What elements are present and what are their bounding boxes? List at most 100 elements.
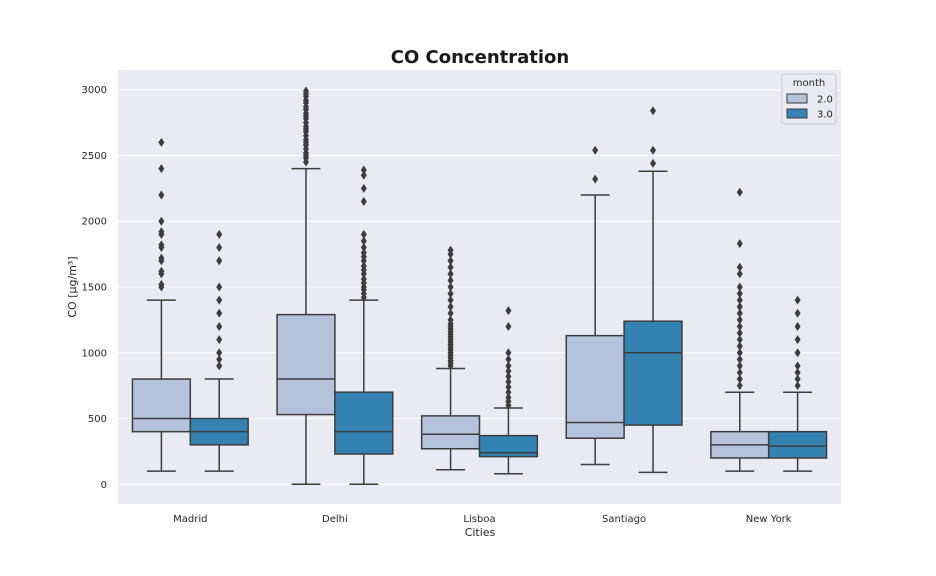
outlier-point [505,377,512,387]
outlier-point [505,371,512,381]
outlier-point [360,243,367,253]
x-tick-label: Santiago [602,514,646,525]
outlier-point [158,240,165,250]
outlier-point [360,197,367,207]
box [131,378,192,433]
outlier-point [360,170,367,180]
outlier-point [158,253,165,263]
outlier-point [794,381,801,391]
outlier-point [447,302,454,312]
outlier-point [736,361,743,371]
legend-entry: 3.0 [817,110,833,121]
y-tick-label: 3000 [82,85,107,96]
outlier-point [736,282,743,292]
box [565,334,625,439]
outlier-point [505,354,512,364]
outlier-point [794,374,801,384]
legend-swatch [786,108,808,119]
x-axis-label: Cities [465,526,496,539]
legend-title: month [793,78,825,89]
outlier-point [736,321,743,331]
outlier-point [736,367,743,377]
outlier-point [302,86,309,96]
legend-swatch [786,93,808,104]
outlier-point [447,282,454,292]
outlier-point [736,315,743,325]
outlier-point [216,295,223,305]
y-tick-label: 500 [88,414,107,425]
outlier-point [592,174,599,184]
outlier-point [158,190,165,200]
outlier-point [794,367,801,377]
outlier-point [158,216,165,226]
outlier-point [158,164,165,174]
box [276,313,336,416]
outlier-point [736,328,743,338]
y-tick-label: 0 [101,480,107,491]
outlier-point [447,269,454,279]
outlier-point [360,274,367,284]
outlier-point [736,308,743,318]
outlier-point [505,387,512,397]
outlier-point [216,243,223,253]
y-tick-label: 2000 [82,217,107,228]
outlier-point [505,321,512,331]
outlier-point [216,256,223,266]
outlier-point [360,183,367,193]
outlier-point [447,315,454,325]
box [623,320,683,426]
outlier-point [360,261,367,271]
outlier-point [447,262,454,272]
x-tick-label: Delhi [322,514,348,525]
outlier-point [447,308,454,318]
outlier-point [447,295,454,305]
outlier-point [736,269,743,279]
box [334,391,394,455]
x-tick-label: New York [746,514,792,525]
outlier-point [592,145,599,155]
outlier-point [650,106,657,116]
outlier-point [650,145,657,155]
chart-title: CO Concentration [391,47,569,68]
outlier-point [736,262,743,272]
outlier-point [216,348,223,358]
outlier-point [794,348,801,358]
outlier-point [216,308,223,318]
outlier-point [360,248,367,258]
outlier-point [736,335,743,345]
outlier-point [794,308,801,318]
y-axis-label: CO [µg/m³] [66,256,79,317]
outlier-point [216,229,223,239]
outlier-point [158,137,165,147]
box [767,430,828,459]
outlier-point [736,239,743,249]
outlier-point [736,302,743,312]
outlier-point [216,282,223,292]
legend-entry: 2.0 [817,95,833,106]
outlier-point [158,266,165,276]
outlier-point [794,321,801,331]
outlier-point [794,295,801,305]
outlier-point [360,229,367,239]
outlier-point [505,348,512,358]
x-tick-label: Madrid [173,514,207,525]
outlier-point [505,366,512,376]
y-tick-label: 1500 [82,283,107,294]
outlier-point [447,275,454,285]
outlier-point [736,187,743,197]
outlier-point [216,335,223,345]
outlier-point [505,306,512,316]
box [420,415,481,450]
outlier-point [736,289,743,299]
outlier-point [158,279,165,289]
outlier-point [736,295,743,305]
outlier-point [216,361,223,371]
outlier-point [360,236,367,246]
x-tick-label: Lisboa [463,514,495,525]
outlier-point [505,382,512,392]
outlier-point [736,348,743,358]
outlier-point [447,289,454,299]
outlier-point [650,158,657,168]
outlier-point [794,335,801,345]
